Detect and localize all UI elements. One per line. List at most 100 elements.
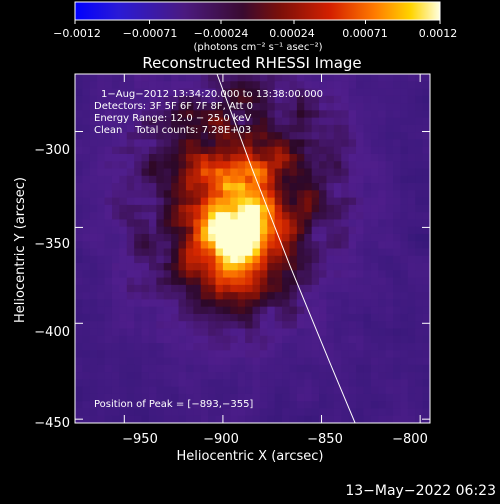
heatmap-cell	[363, 255, 372, 264]
heatmap-cell	[296, 364, 305, 373]
heatmap-cell	[230, 81, 239, 90]
heatmap-cell	[75, 357, 83, 366]
heatmap-cell	[230, 415, 239, 423]
heatmap-cell	[148, 88, 157, 97]
heatmap-cell	[193, 401, 202, 410]
heatmap-cell	[333, 343, 342, 351]
heatmap-cell	[89, 190, 98, 199]
heatmap-cell	[378, 103, 387, 111]
heatmap-cell	[341, 284, 350, 293]
heatmap-cell	[304, 219, 313, 228]
heatmap-cell	[407, 241, 416, 250]
heatmap-cell	[141, 124, 150, 133]
annotation-detectors: Detectors: 3F 5F 6F 7F 8F, Att 0	[94, 101, 253, 112]
heatmap-cell	[156, 241, 165, 250]
heatmap-cell	[378, 277, 387, 286]
heatmap-cell	[422, 408, 430, 417]
heatmap-cell	[208, 74, 217, 82]
heatmap-cell	[252, 335, 261, 344]
heatmap-cell	[348, 401, 357, 410]
heatmap-cell	[319, 292, 328, 300]
heatmap-cell	[400, 190, 409, 199]
heatmap-cell	[252, 350, 261, 359]
heatmap-cell	[134, 226, 143, 235]
heatmap-cell	[274, 117, 283, 126]
heatmap-cell	[82, 379, 91, 388]
heatmap-cell	[208, 350, 217, 359]
heatmap-cell	[134, 124, 143, 133]
heatmap-cell	[341, 335, 350, 344]
heatmap-cell	[393, 284, 402, 293]
heatmap-cell	[333, 103, 342, 111]
heatmap-cell	[259, 255, 268, 264]
heatmap-cell	[304, 175, 313, 184]
heatmap-cell	[348, 139, 357, 148]
heatmap-cell	[341, 132, 350, 141]
heatmap-cell	[156, 219, 165, 228]
heatmap-cell	[400, 132, 409, 141]
heatmap-cell	[378, 110, 387, 119]
heatmap-cell	[348, 212, 357, 221]
heatmap-cell	[282, 313, 291, 322]
heatmap-cell	[370, 306, 379, 315]
heatmap-cell	[304, 132, 313, 141]
heatmap-cell	[230, 161, 239, 170]
heatmap-cell	[407, 197, 416, 206]
heatmap-cell	[304, 139, 313, 148]
heatmap-cell	[245, 226, 254, 235]
heatmap-cell	[259, 117, 268, 126]
heatmap-cell	[356, 313, 365, 322]
heatmap-cell	[97, 335, 106, 344]
heatmap-cell	[311, 183, 320, 191]
heatmap-cell	[296, 124, 305, 133]
heatmap-cell	[75, 81, 83, 90]
heatmap-cell	[326, 357, 335, 366]
heatmap-cell	[267, 415, 276, 423]
heatmap-cell	[193, 306, 202, 315]
heatmap-cell	[311, 372, 320, 380]
heatmap-cell	[363, 306, 372, 315]
heatmap-cell	[230, 292, 239, 300]
heatmap-cell	[82, 88, 91, 97]
heatmap-cell	[208, 364, 217, 373]
heatmap-cell	[163, 95, 172, 104]
heatmap-cell	[156, 284, 165, 293]
heatmap-cell	[311, 306, 320, 315]
heatmap-cell	[304, 110, 313, 119]
heatmap-cell	[237, 379, 246, 388]
heatmap-cell	[282, 357, 291, 366]
heatmap-cell	[82, 306, 91, 315]
heatmap-cell	[304, 204, 313, 213]
heatmap-cell	[97, 103, 106, 111]
heatmap-cell	[289, 212, 298, 221]
heatmap-cell	[341, 306, 350, 315]
heatmap-cell	[208, 248, 217, 257]
heatmap-cell	[163, 74, 172, 82]
heatmap-cell	[111, 379, 120, 388]
heatmap-cell	[97, 313, 106, 322]
heatmap-cell	[363, 415, 372, 423]
heatmap-cell	[193, 313, 202, 322]
heatmap-cell	[75, 153, 83, 162]
heatmap-cell	[148, 313, 157, 322]
heatmap-cell	[348, 313, 357, 322]
heatmap-cell	[407, 306, 416, 315]
heatmap-cell	[222, 393, 231, 402]
heatmap-cell	[259, 393, 268, 402]
heatmap-cell	[333, 255, 342, 264]
heatmap-cell	[75, 328, 83, 337]
heatmap-cell	[274, 292, 283, 300]
heatmap-cell	[363, 110, 372, 119]
heatmap-cell	[119, 124, 128, 133]
heatmap-cell	[193, 357, 202, 366]
heatmap-cell	[111, 263, 120, 271]
heatmap-cell	[178, 306, 187, 315]
heatmap-cell	[407, 270, 416, 279]
heatmap-cell	[356, 175, 365, 184]
heatmap-cell	[163, 335, 172, 344]
heatmap-cell	[222, 306, 231, 315]
heatmap-cell	[75, 124, 83, 133]
heatmap-cell	[119, 146, 128, 155]
heatmap-cell	[267, 190, 276, 199]
heatmap-cell	[385, 321, 394, 330]
